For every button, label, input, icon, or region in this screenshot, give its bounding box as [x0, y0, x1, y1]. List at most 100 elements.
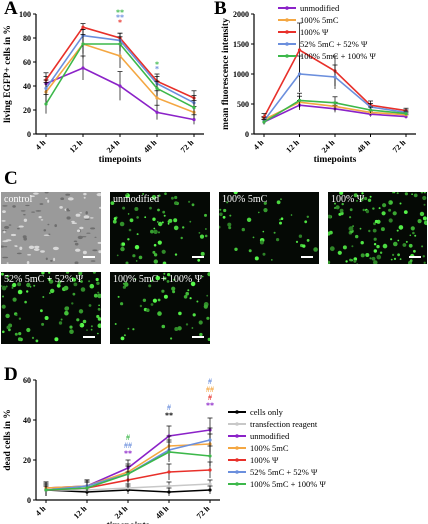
data-point	[404, 110, 408, 114]
cell-dot	[248, 249, 252, 253]
data-point	[262, 115, 266, 119]
phase-cell	[31, 211, 35, 213]
legend-marker	[285, 42, 289, 46]
phase-cell	[90, 260, 96, 262]
cell-dot	[64, 310, 69, 316]
data-point	[155, 82, 159, 86]
phase-cell	[99, 206, 101, 209]
data-point	[368, 108, 373, 112]
data-point	[167, 444, 171, 448]
cell-dot	[219, 208, 222, 211]
phase-cell	[2, 256, 9, 259]
y-tick-label: 20	[23, 456, 31, 465]
phase-cell	[90, 227, 96, 230]
cell-dot	[161, 289, 165, 293]
significance-mark: #	[208, 377, 212, 386]
phase-cell	[83, 192, 87, 196]
data-point	[126, 470, 130, 474]
cell-dot	[173, 278, 176, 281]
cell-dot	[410, 226, 415, 231]
cell-dot	[404, 192, 408, 196]
data-point	[368, 105, 373, 109]
phase-cell	[43, 234, 50, 236]
data-point	[81, 25, 85, 29]
cell-dot	[417, 219, 422, 224]
cell-dot	[180, 236, 183, 240]
scale-bar	[83, 256, 95, 258]
y-axis-label: dead cells in %	[3, 409, 13, 471]
cell-dot	[168, 218, 173, 223]
cell-dot	[365, 253, 370, 257]
cell-dot	[132, 254, 136, 258]
series-line	[45, 43, 195, 114]
cell-dot	[122, 206, 126, 210]
cell-dot	[178, 311, 182, 316]
significance-mark: #	[167, 403, 171, 412]
legend-marker	[235, 446, 239, 450]
phase-cell	[20, 210, 26, 212]
phase-cell	[44, 192, 49, 194]
data-point	[118, 42, 122, 46]
cell-dot	[48, 272, 51, 274]
legend-marker	[285, 54, 289, 58]
cell-dot	[390, 238, 393, 241]
data-point	[297, 72, 302, 76]
cell-dot	[1, 304, 6, 309]
cell-dot	[422, 195, 427, 201]
cell-dot	[393, 192, 396, 194]
phase-cell	[92, 249, 98, 252]
cell-dot	[199, 234, 205, 239]
cell-dot	[158, 221, 163, 227]
x-tick-label: 12 h	[68, 138, 85, 155]
micrograph-5mc-cells	[219, 192, 318, 261]
data-point	[262, 120, 266, 124]
cell-dot	[403, 210, 408, 214]
cell-dot	[356, 263, 358, 264]
phase-cell	[4, 225, 10, 229]
cell-dot	[423, 203, 426, 206]
x-tick-label: 48 h	[142, 138, 159, 155]
cell-dot	[125, 261, 129, 264]
micrograph-control: control	[1, 192, 101, 264]
cell-dot	[382, 243, 388, 249]
cell-dot	[96, 281, 100, 285]
legend-entry: 100% 5mC	[250, 443, 289, 453]
cell-dot	[86, 329, 88, 331]
cell-dot	[367, 198, 372, 202]
cell-dot	[97, 307, 101, 311]
cell-dot	[127, 327, 130, 330]
cell-dot	[150, 303, 154, 306]
cell-dot	[190, 281, 196, 287]
micrograph-control-texture	[1, 192, 101, 264]
cell-dot	[171, 196, 174, 200]
cell-dot	[58, 321, 63, 325]
cell-dot	[136, 233, 139, 236]
cell-dot	[422, 216, 427, 221]
cell-dot	[372, 228, 377, 233]
data-point	[85, 484, 89, 488]
phase-cell	[2, 240, 9, 243]
legend-marker	[235, 470, 239, 474]
cell-dot	[134, 278, 137, 280]
legend-entry: cells only	[250, 407, 284, 417]
data-point	[85, 490, 89, 494]
cell-dot	[57, 281, 61, 285]
y-tick-label: 2000	[233, 10, 249, 19]
data-point	[404, 112, 408, 116]
data-point	[118, 84, 122, 88]
cell-dot	[223, 208, 227, 213]
phase-cell	[43, 229, 47, 232]
cell-dot	[1, 285, 3, 287]
phase-cell	[19, 246, 23, 250]
series-line	[263, 101, 407, 121]
series-line	[45, 469, 211, 491]
legend-entry: 100% 5mC	[300, 15, 339, 25]
phase-cell	[52, 246, 59, 251]
cell-dot	[388, 200, 393, 205]
cell-dot	[226, 201, 229, 204]
data-point	[44, 488, 48, 492]
data-point	[44, 486, 48, 490]
cell-dot	[166, 280, 170, 283]
data-point	[155, 96, 159, 100]
